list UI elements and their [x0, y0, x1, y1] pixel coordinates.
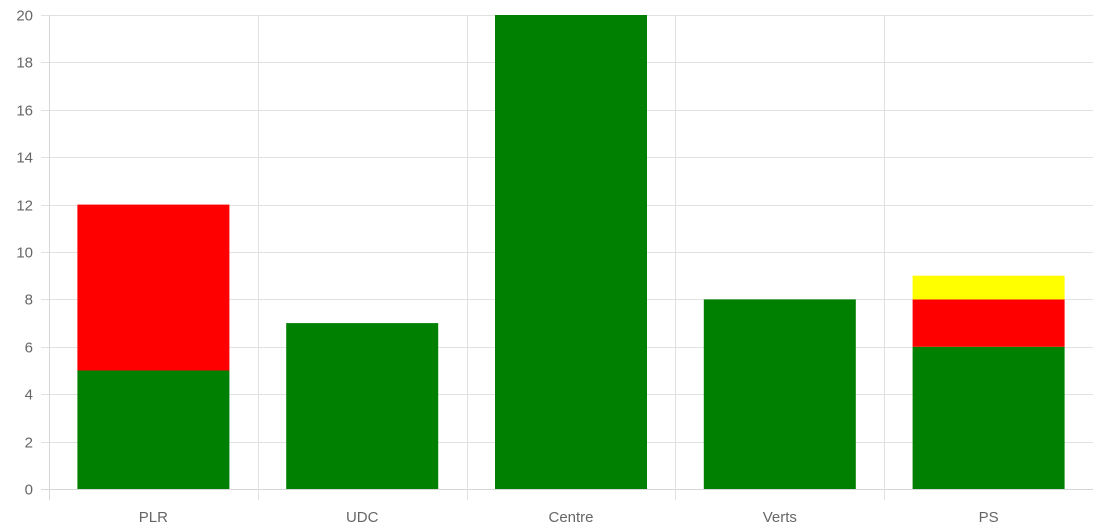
- y-axis-tick-labels: 0 2 4 6 8 10 12 14 16 18 20: [16, 8, 33, 499]
- x-tick-label: PS: [979, 509, 999, 526]
- bar-plr-segment-0[interactable]: [77, 370, 230, 490]
- x-tick-label: UDC: [346, 509, 379, 526]
- x-tick-label: PLR: [139, 509, 168, 526]
- y-tick-label: 16: [16, 103, 33, 120]
- y-tick-label: 10: [16, 245, 33, 262]
- y-tick-label: 14: [16, 150, 33, 167]
- chart-bars: [77, 15, 1065, 490]
- y-tick-label: 6: [25, 340, 33, 357]
- y-tick-label: 20: [16, 8, 33, 25]
- bar-ps-segment-2[interactable]: [912, 275, 1065, 300]
- bar-ps-segment-1[interactable]: [912, 299, 1065, 347]
- y-tick-label: 12: [16, 198, 33, 215]
- bar-verts-segment-0[interactable]: [703, 299, 856, 489]
- bar-ps-segment-0[interactable]: [912, 346, 1065, 489]
- x-axis-tick-labels: PLR UDC Centre Verts PS: [139, 509, 999, 526]
- y-tick-label: 0: [25, 482, 33, 499]
- x-tick-label: Centre: [548, 509, 593, 526]
- bar-centre-segment-0[interactable]: [495, 15, 647, 489]
- y-tick-label: 2: [25, 435, 33, 452]
- y-tick-label: 18: [16, 55, 33, 72]
- bar-plr-segment-1[interactable]: [77, 204, 230, 371]
- y-tick-label: 8: [25, 292, 33, 309]
- bar-udc-segment-0[interactable]: [286, 323, 439, 489]
- y-tick-label: 4: [25, 387, 33, 404]
- x-tick-label: Verts: [763, 509, 797, 526]
